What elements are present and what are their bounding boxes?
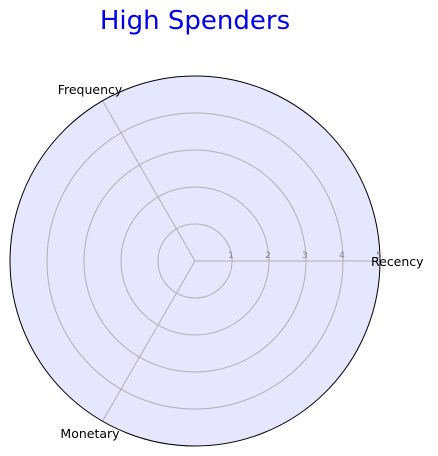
spoke-monetary xyxy=(102,260,196,422)
spoke-frequency xyxy=(102,100,196,262)
r-tick-label-1: 1 xyxy=(228,251,234,261)
r-tick-label-3: 3 xyxy=(302,251,308,261)
r-tick-label-2: 2 xyxy=(265,251,271,261)
r-tick-label-5: 5 xyxy=(376,251,382,261)
r-tick-label-4: 4 xyxy=(339,251,345,261)
axis-label-monetary: Monetary xyxy=(60,426,120,441)
plot-outline xyxy=(9,75,381,447)
chart-title: High Spenders xyxy=(99,6,291,36)
axis-label-frequency: Frequency xyxy=(58,82,123,97)
axis-label-recency: Recency xyxy=(371,254,424,269)
